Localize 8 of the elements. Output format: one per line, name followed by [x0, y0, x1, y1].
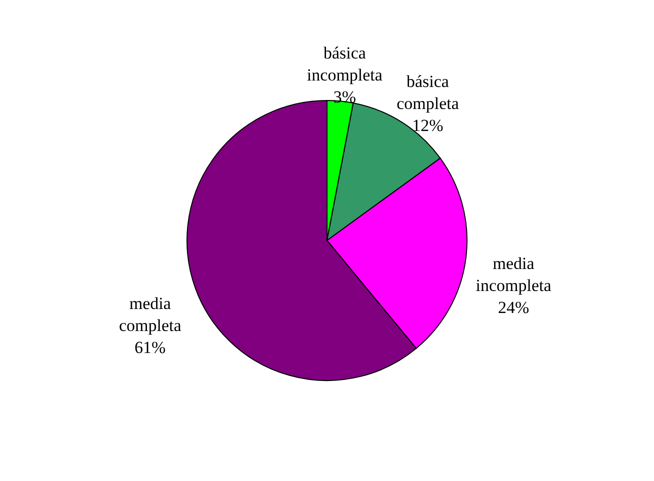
slice-label: media incompleta — [476, 254, 552, 296]
data-label: 3% — [333, 87, 356, 106]
data-label: 61% — [134, 338, 166, 358]
data-label: 24% — [498, 298, 530, 318]
slice-label: media completa — [118, 294, 182, 336]
slice-label: básica incompleta — [306, 43, 383, 84]
slice-label: básica completa — [396, 72, 460, 113]
data-label: 12% — [412, 116, 444, 135]
